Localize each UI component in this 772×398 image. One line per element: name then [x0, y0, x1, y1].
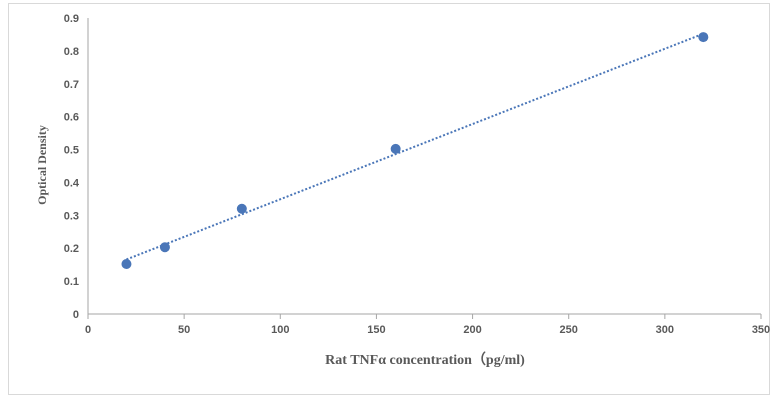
- x-tick-label: 300: [656, 324, 674, 336]
- y-tick-label: 0.1: [64, 276, 79, 288]
- y-tick-labels: 0 0.1 0.2 0.3 0.4 0.5 0.6 0.7 0.8 0.9: [64, 13, 80, 321]
- x-tick-label: 50: [178, 324, 190, 336]
- trendline: [126, 32, 704, 261]
- data-point: [390, 143, 401, 154]
- x-tick-label: 100: [271, 324, 289, 336]
- y-tick-label: 0.7: [64, 79, 79, 91]
- y-tick-label: 0.5: [64, 145, 79, 157]
- x-axis-title: Rat TNFα concentration（pg/ml): [325, 352, 525, 368]
- y-tick-label: 0: [73, 309, 79, 321]
- data-point: [698, 32, 709, 43]
- y-axis-title: Optical Density: [35, 125, 49, 205]
- y-tick-label: 0.9: [64, 13, 79, 25]
- x-tick-label: 200: [463, 324, 481, 336]
- y-tick-label: 0.2: [64, 243, 79, 255]
- x-tick-labels: 0 50 100 150 200 250 300 350: [85, 324, 770, 336]
- x-tick-label: 350: [752, 324, 770, 336]
- data-point: [236, 203, 247, 214]
- chart-frame: [8, 3, 770, 395]
- x-tick-label: 250: [560, 324, 578, 336]
- x-tick-marks: [87, 314, 762, 319]
- x-tick-label: 0: [85, 324, 91, 336]
- y-tick-label: 0.6: [64, 112, 79, 124]
- data-points: [121, 32, 709, 270]
- y-tick-label: 0.4: [64, 177, 80, 189]
- y-tick-label: 0.8: [64, 46, 79, 58]
- x-tick-label: 150: [367, 324, 385, 336]
- data-point: [159, 242, 170, 253]
- y-tick-label: 0.3: [64, 210, 79, 222]
- data-point: [121, 259, 132, 270]
